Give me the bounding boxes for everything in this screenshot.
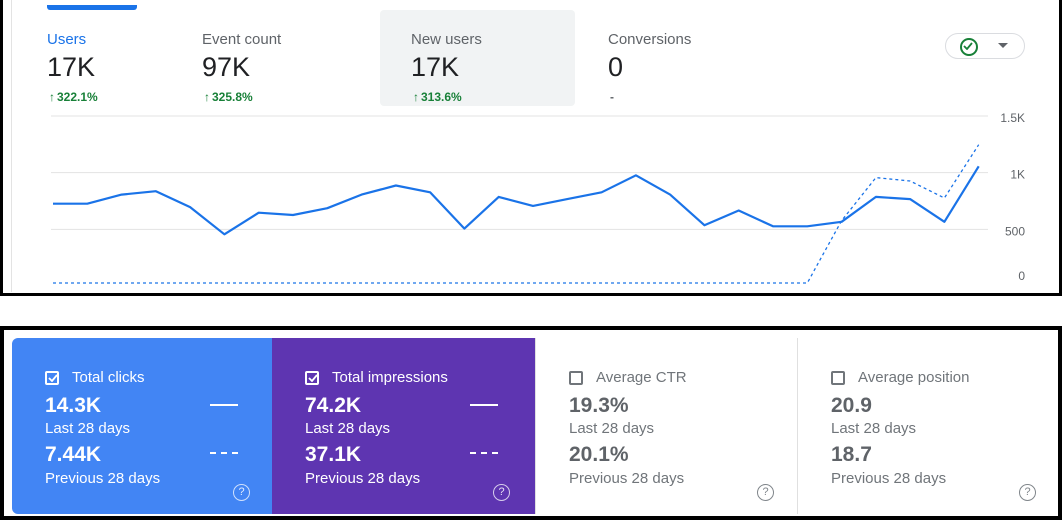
card-period: Last 28 days — [305, 420, 391, 437]
arrow-up-icon: ↑ — [49, 90, 55, 104]
card-previous-period: Previous 28 days — [45, 470, 161, 487]
metric-card-total-impressions[interactable]: Total impressions 74.2K Last 28 days 37.… — [272, 338, 535, 514]
help-circle-icon[interactable]: ? — [233, 484, 250, 501]
checkbox-checked-icon[interactable] — [45, 371, 59, 385]
solid-line-legend — [470, 404, 498, 406]
metric-change: ↑ 325.8% — [204, 90, 253, 104]
y-tick-label: 1K — [1010, 168, 1025, 182]
arrow-up-icon: ↑ — [204, 90, 210, 104]
metric-tab-users[interactable]: Users 17K ↑ 322.1% — [47, 10, 177, 106]
metric-label: Event count — [202, 31, 282, 48]
metric-card-total-clicks[interactable]: Total clicks 14.3K Last 28 days 7.44K Pr… — [12, 338, 272, 514]
y-tick-label: 1.5K — [1000, 111, 1025, 125]
card-previous-value: 37.1K — [305, 443, 362, 466]
help-circle-icon[interactable]: ? — [757, 484, 774, 501]
card-value: 19.3% — [569, 394, 629, 417]
performance-panel: Total clicks 14.3K Last 28 days 7.44K Pr… — [0, 326, 1062, 520]
metric-value: 97K — [202, 52, 251, 82]
card-value: 74.2K — [305, 394, 362, 417]
metric-label: New users — [411, 31, 482, 48]
card-label: Average position — [858, 369, 970, 386]
card-previous-period: Previous 28 days — [569, 470, 685, 487]
card-label: Total impressions — [332, 369, 448, 386]
dashed-line-legend — [210, 452, 238, 454]
card-previous-value: 18.7 — [831, 443, 872, 466]
dashed-line-legend — [470, 452, 498, 454]
metric-card-average-position[interactable]: Average position 20.9 Last 28 days 18.7 … — [798, 338, 1058, 514]
check-circle-icon — [960, 38, 978, 56]
metric-label: Users — [47, 31, 87, 48]
checkbox-unchecked-icon[interactable] — [831, 371, 845, 385]
y-tick-label: 500 — [1005, 224, 1025, 238]
checkbox-checked-icon[interactable] — [305, 371, 319, 385]
card-edge — [11, 0, 12, 292]
metric-tab-new-users[interactable]: New users 17K ↑ 313.6% — [380, 10, 575, 106]
help-circle-icon[interactable]: ? — [1019, 484, 1036, 501]
metric-tab-conversions[interactable]: Conversions 0 - — [608, 10, 758, 106]
help-circle-icon[interactable]: ? — [493, 484, 510, 501]
card-period: Last 28 days — [569, 420, 655, 437]
line-chart: 0 500 1K 1.5K — [51, 111, 1025, 284]
arrow-up-icon: ↑ — [413, 90, 419, 104]
card-period: Last 28 days — [45, 420, 131, 437]
card-previous-period: Previous 28 days — [305, 470, 421, 487]
series-previous-period — [53, 144, 980, 284]
card-label: Total clicks — [72, 369, 145, 386]
metric-change: ↑ 313.6% — [413, 90, 462, 104]
metric-card-average-ctr[interactable]: Average CTR 19.3% Last 28 days 20.1% Pre… — [535, 338, 798, 514]
card-previous-period: Previous 28 days — [831, 470, 947, 487]
active-metric-indicator — [47, 5, 137, 10]
card-previous-value: 20.1% — [569, 443, 629, 466]
card-value: 14.3K — [45, 394, 102, 417]
metric-change: ↑ 322.1% — [49, 90, 98, 104]
checkbox-unchecked-icon[interactable] — [569, 371, 583, 385]
card-period: Last 28 days — [831, 420, 917, 437]
caret-down-icon — [998, 43, 1008, 48]
card-previous-value: 7.44K — [45, 443, 102, 466]
metric-value: 0 — [608, 52, 624, 82]
analytics-panel: Users 17K ↑ 322.1% Event count 97K ↑ 325.8… — [0, 0, 1062, 296]
metric-tab-event-count[interactable]: Event count 97K ↑ 325.8% — [202, 10, 352, 106]
series-current-period — [53, 165, 980, 236]
metric-label: Conversions — [608, 31, 692, 48]
y-tick-label: 0 — [1018, 269, 1025, 283]
metric-value: 17K — [47, 52, 96, 82]
card-label: Average CTR — [596, 369, 687, 386]
metric-change: - — [610, 90, 614, 104]
data-quality-dropdown[interactable] — [945, 33, 1025, 59]
card-value: 20.9 — [831, 394, 872, 417]
metric-value: 17K — [411, 52, 460, 82]
solid-line-legend — [210, 404, 238, 406]
